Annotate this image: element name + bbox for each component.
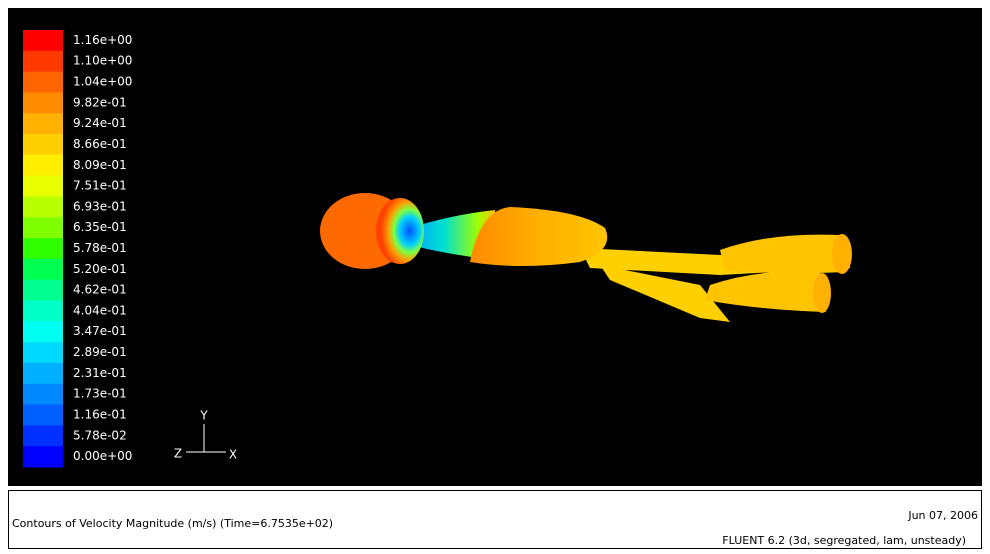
triad-label: Z [174, 447, 182, 461]
colorbar-label: 7.51e-01 [73, 179, 127, 193]
colorbar-band [23, 238, 63, 260]
colorbar-band [23, 196, 63, 218]
outlet [813, 273, 831, 313]
colorbar-label: 9.82e-01 [73, 95, 127, 109]
colorbar-label: 9.24e-01 [73, 116, 127, 130]
colorbar-band [23, 383, 63, 406]
colorbar-label: 2.31e-01 [73, 366, 127, 380]
colorbar-label: 6.93e-01 [73, 199, 127, 213]
colorbar-label: 3.47e-01 [73, 324, 127, 338]
outlet [720, 234, 845, 274]
colorbar-band [23, 175, 63, 197]
colorbar-band [23, 50, 63, 73]
branch [600, 265, 730, 322]
colorbar-label: 1.16e-01 [73, 407, 127, 421]
colorbar-label: 1.10e+00 [73, 54, 132, 68]
colorbar-band [23, 134, 63, 156]
colorbar-band [23, 342, 63, 364]
colorbar-label: 1.04e+00 [73, 75, 132, 89]
triad-label: Y [199, 409, 208, 423]
colorbar-band [23, 92, 63, 114]
colorbar-label: 8.09e-01 [73, 158, 127, 172]
colorbar-band [23, 113, 63, 135]
colorbar-label: 5.20e-01 [73, 262, 127, 276]
colorbar-band [23, 425, 63, 447]
colorbar-label: 1.16e+00 [73, 33, 132, 47]
date: Jun 07, 2006 [907, 509, 978, 522]
colorbar-band [23, 446, 63, 468]
axis-triad: Y Z X [174, 409, 237, 462]
inlet-face [376, 198, 424, 264]
caption: Contours of Velocity Magnitude (m/s) (Ti… [12, 517, 333, 530]
colorbar-band [23, 404, 63, 426]
triad-label: X [229, 448, 237, 462]
geometry [320, 193, 852, 322]
colorbar-label: 2.89e-01 [73, 345, 127, 359]
colorbar-label: 8.66e-01 [73, 137, 127, 151]
colorbar-label: 5.78e-02 [73, 428, 127, 442]
colorbar-band [23, 258, 63, 281]
colorbar: 1.16e+00 1.10e+00 1.04e+00 9.82e-01 9.24e-01… [23, 30, 132, 468]
version: FLUENT 6.2 (3d, segregated, lam, unstead… [722, 534, 966, 547]
colorbar-band [23, 279, 63, 302]
colorbar-label: 4.04e-01 [73, 303, 127, 317]
colorbar-label: 4.62e-01 [73, 283, 127, 297]
colorbar-band [23, 71, 63, 93]
colorbar-band [23, 321, 63, 343]
colorbar-band [23, 300, 63, 322]
colorbar-label: 1.73e-01 [73, 387, 127, 401]
footer-box [8, 490, 982, 549]
colorbar-label: 5.78e-01 [73, 241, 127, 255]
colorbar-band [23, 217, 63, 239]
colorbar-band [23, 362, 63, 385]
outlet [832, 234, 852, 274]
chamber [470, 207, 608, 266]
colorbar-band [23, 154, 63, 177]
colorbar-band [23, 30, 63, 52]
colorbar-label: 0.00e+00 [73, 449, 132, 463]
colorbar-label: 6.35e-01 [73, 220, 127, 234]
outlet [705, 271, 826, 312]
